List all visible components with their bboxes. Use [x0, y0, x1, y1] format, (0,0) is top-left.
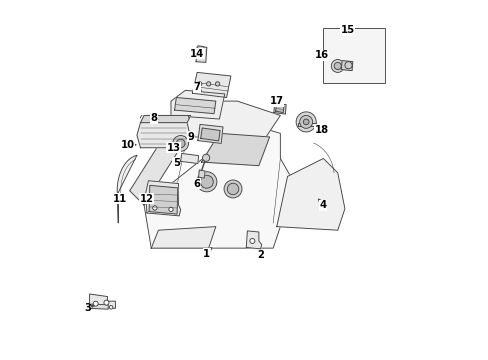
Circle shape	[200, 175, 213, 188]
Circle shape	[168, 207, 173, 212]
Text: 8: 8	[150, 113, 157, 123]
Circle shape	[152, 206, 157, 210]
Polygon shape	[201, 134, 269, 166]
Polygon shape	[273, 103, 285, 114]
Circle shape	[224, 180, 242, 198]
Circle shape	[296, 112, 316, 132]
Text: 1: 1	[203, 248, 210, 258]
Polygon shape	[276, 158, 344, 230]
Polygon shape	[149, 185, 178, 214]
Circle shape	[196, 172, 217, 192]
Circle shape	[93, 301, 98, 306]
Text: 5: 5	[173, 158, 180, 168]
Text: 2: 2	[257, 250, 264, 260]
Text: 6: 6	[193, 179, 200, 189]
Circle shape	[172, 135, 188, 151]
Text: 15: 15	[340, 25, 354, 35]
Circle shape	[303, 119, 308, 125]
Text: 12: 12	[140, 194, 154, 204]
Polygon shape	[89, 304, 108, 309]
Polygon shape	[151, 226, 215, 248]
Polygon shape	[140, 116, 190, 123]
Polygon shape	[172, 101, 280, 137]
Circle shape	[109, 306, 113, 309]
Circle shape	[206, 82, 210, 86]
Polygon shape	[341, 60, 352, 71]
Text: 7: 7	[193, 82, 200, 93]
Text: 4: 4	[319, 200, 326, 210]
Circle shape	[330, 59, 344, 72]
Polygon shape	[137, 123, 190, 148]
Circle shape	[344, 62, 351, 69]
Text: 13: 13	[166, 143, 180, 153]
Text: 18: 18	[314, 125, 328, 135]
Polygon shape	[171, 90, 224, 119]
Polygon shape	[144, 123, 294, 248]
Polygon shape	[197, 46, 203, 52]
Polygon shape	[180, 153, 198, 163]
Text: 11: 11	[112, 194, 126, 204]
Polygon shape	[275, 105, 284, 113]
Polygon shape	[198, 125, 223, 143]
Polygon shape	[198, 170, 204, 178]
Circle shape	[227, 183, 238, 195]
Circle shape	[202, 154, 209, 161]
Polygon shape	[174, 98, 215, 114]
Bar	[323, 28, 384, 83]
Polygon shape	[192, 72, 230, 98]
Text: 14: 14	[190, 49, 204, 59]
Polygon shape	[201, 128, 220, 141]
Polygon shape	[117, 155, 137, 223]
Polygon shape	[89, 294, 115, 309]
Circle shape	[215, 82, 219, 86]
Polygon shape	[145, 181, 180, 216]
Circle shape	[197, 82, 202, 86]
Circle shape	[333, 62, 341, 69]
Circle shape	[299, 116, 312, 129]
Text: 10: 10	[121, 140, 135, 150]
Circle shape	[249, 238, 254, 243]
Polygon shape	[196, 46, 206, 62]
Text: 16: 16	[314, 50, 328, 60]
Polygon shape	[129, 123, 187, 205]
Circle shape	[104, 300, 109, 305]
Polygon shape	[246, 231, 261, 249]
Text: 3: 3	[84, 303, 91, 314]
Text: 9: 9	[187, 132, 194, 142]
Circle shape	[176, 139, 184, 148]
Text: 17: 17	[269, 96, 283, 106]
Polygon shape	[297, 123, 316, 126]
